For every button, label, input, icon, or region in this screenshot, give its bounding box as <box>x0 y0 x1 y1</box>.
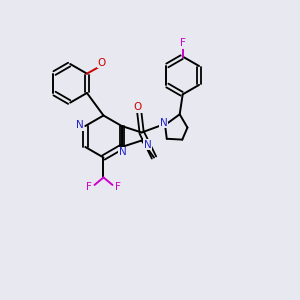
Text: O: O <box>98 58 106 68</box>
Text: F: F <box>115 182 121 192</box>
Text: F: F <box>86 182 92 192</box>
Text: N: N <box>160 118 167 128</box>
Text: F: F <box>180 38 186 48</box>
Text: N: N <box>76 120 84 130</box>
Text: N: N <box>119 147 127 158</box>
Text: N: N <box>144 140 152 150</box>
Text: O: O <box>134 102 142 112</box>
